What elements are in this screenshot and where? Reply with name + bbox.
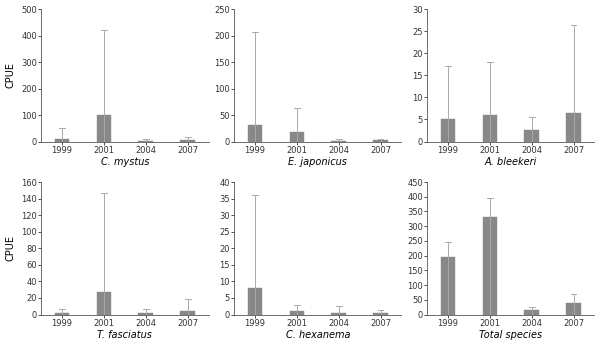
Bar bbox=[566, 113, 581, 142]
Bar bbox=[482, 217, 497, 315]
Bar bbox=[331, 313, 346, 315]
Bar bbox=[55, 139, 70, 142]
Bar bbox=[290, 311, 304, 315]
X-axis label: T. fasciatus: T. fasciatus bbox=[97, 330, 152, 340]
X-axis label: E. japonicus: E. japonicus bbox=[289, 157, 347, 167]
Bar bbox=[524, 310, 539, 315]
Bar bbox=[180, 311, 195, 315]
Bar bbox=[248, 125, 262, 142]
Bar bbox=[331, 141, 346, 142]
X-axis label: C. hexanema: C. hexanema bbox=[286, 330, 350, 340]
Y-axis label: CPUE: CPUE bbox=[5, 62, 16, 88]
X-axis label: Total species: Total species bbox=[479, 330, 542, 340]
Bar bbox=[97, 292, 111, 315]
Bar bbox=[139, 313, 153, 315]
Bar bbox=[373, 140, 388, 142]
Bar bbox=[290, 132, 304, 142]
Bar bbox=[180, 140, 195, 142]
Bar bbox=[566, 303, 581, 315]
Bar bbox=[440, 257, 455, 315]
Bar bbox=[248, 288, 262, 315]
Bar bbox=[440, 119, 455, 142]
Bar bbox=[373, 313, 388, 315]
Bar bbox=[97, 115, 111, 142]
Bar bbox=[55, 313, 70, 315]
X-axis label: A. bleekeri: A. bleekeri bbox=[485, 157, 537, 167]
Bar bbox=[482, 115, 497, 142]
Y-axis label: CPUE: CPUE bbox=[5, 235, 16, 261]
X-axis label: C. mystus: C. mystus bbox=[101, 157, 149, 167]
Bar bbox=[524, 130, 539, 142]
